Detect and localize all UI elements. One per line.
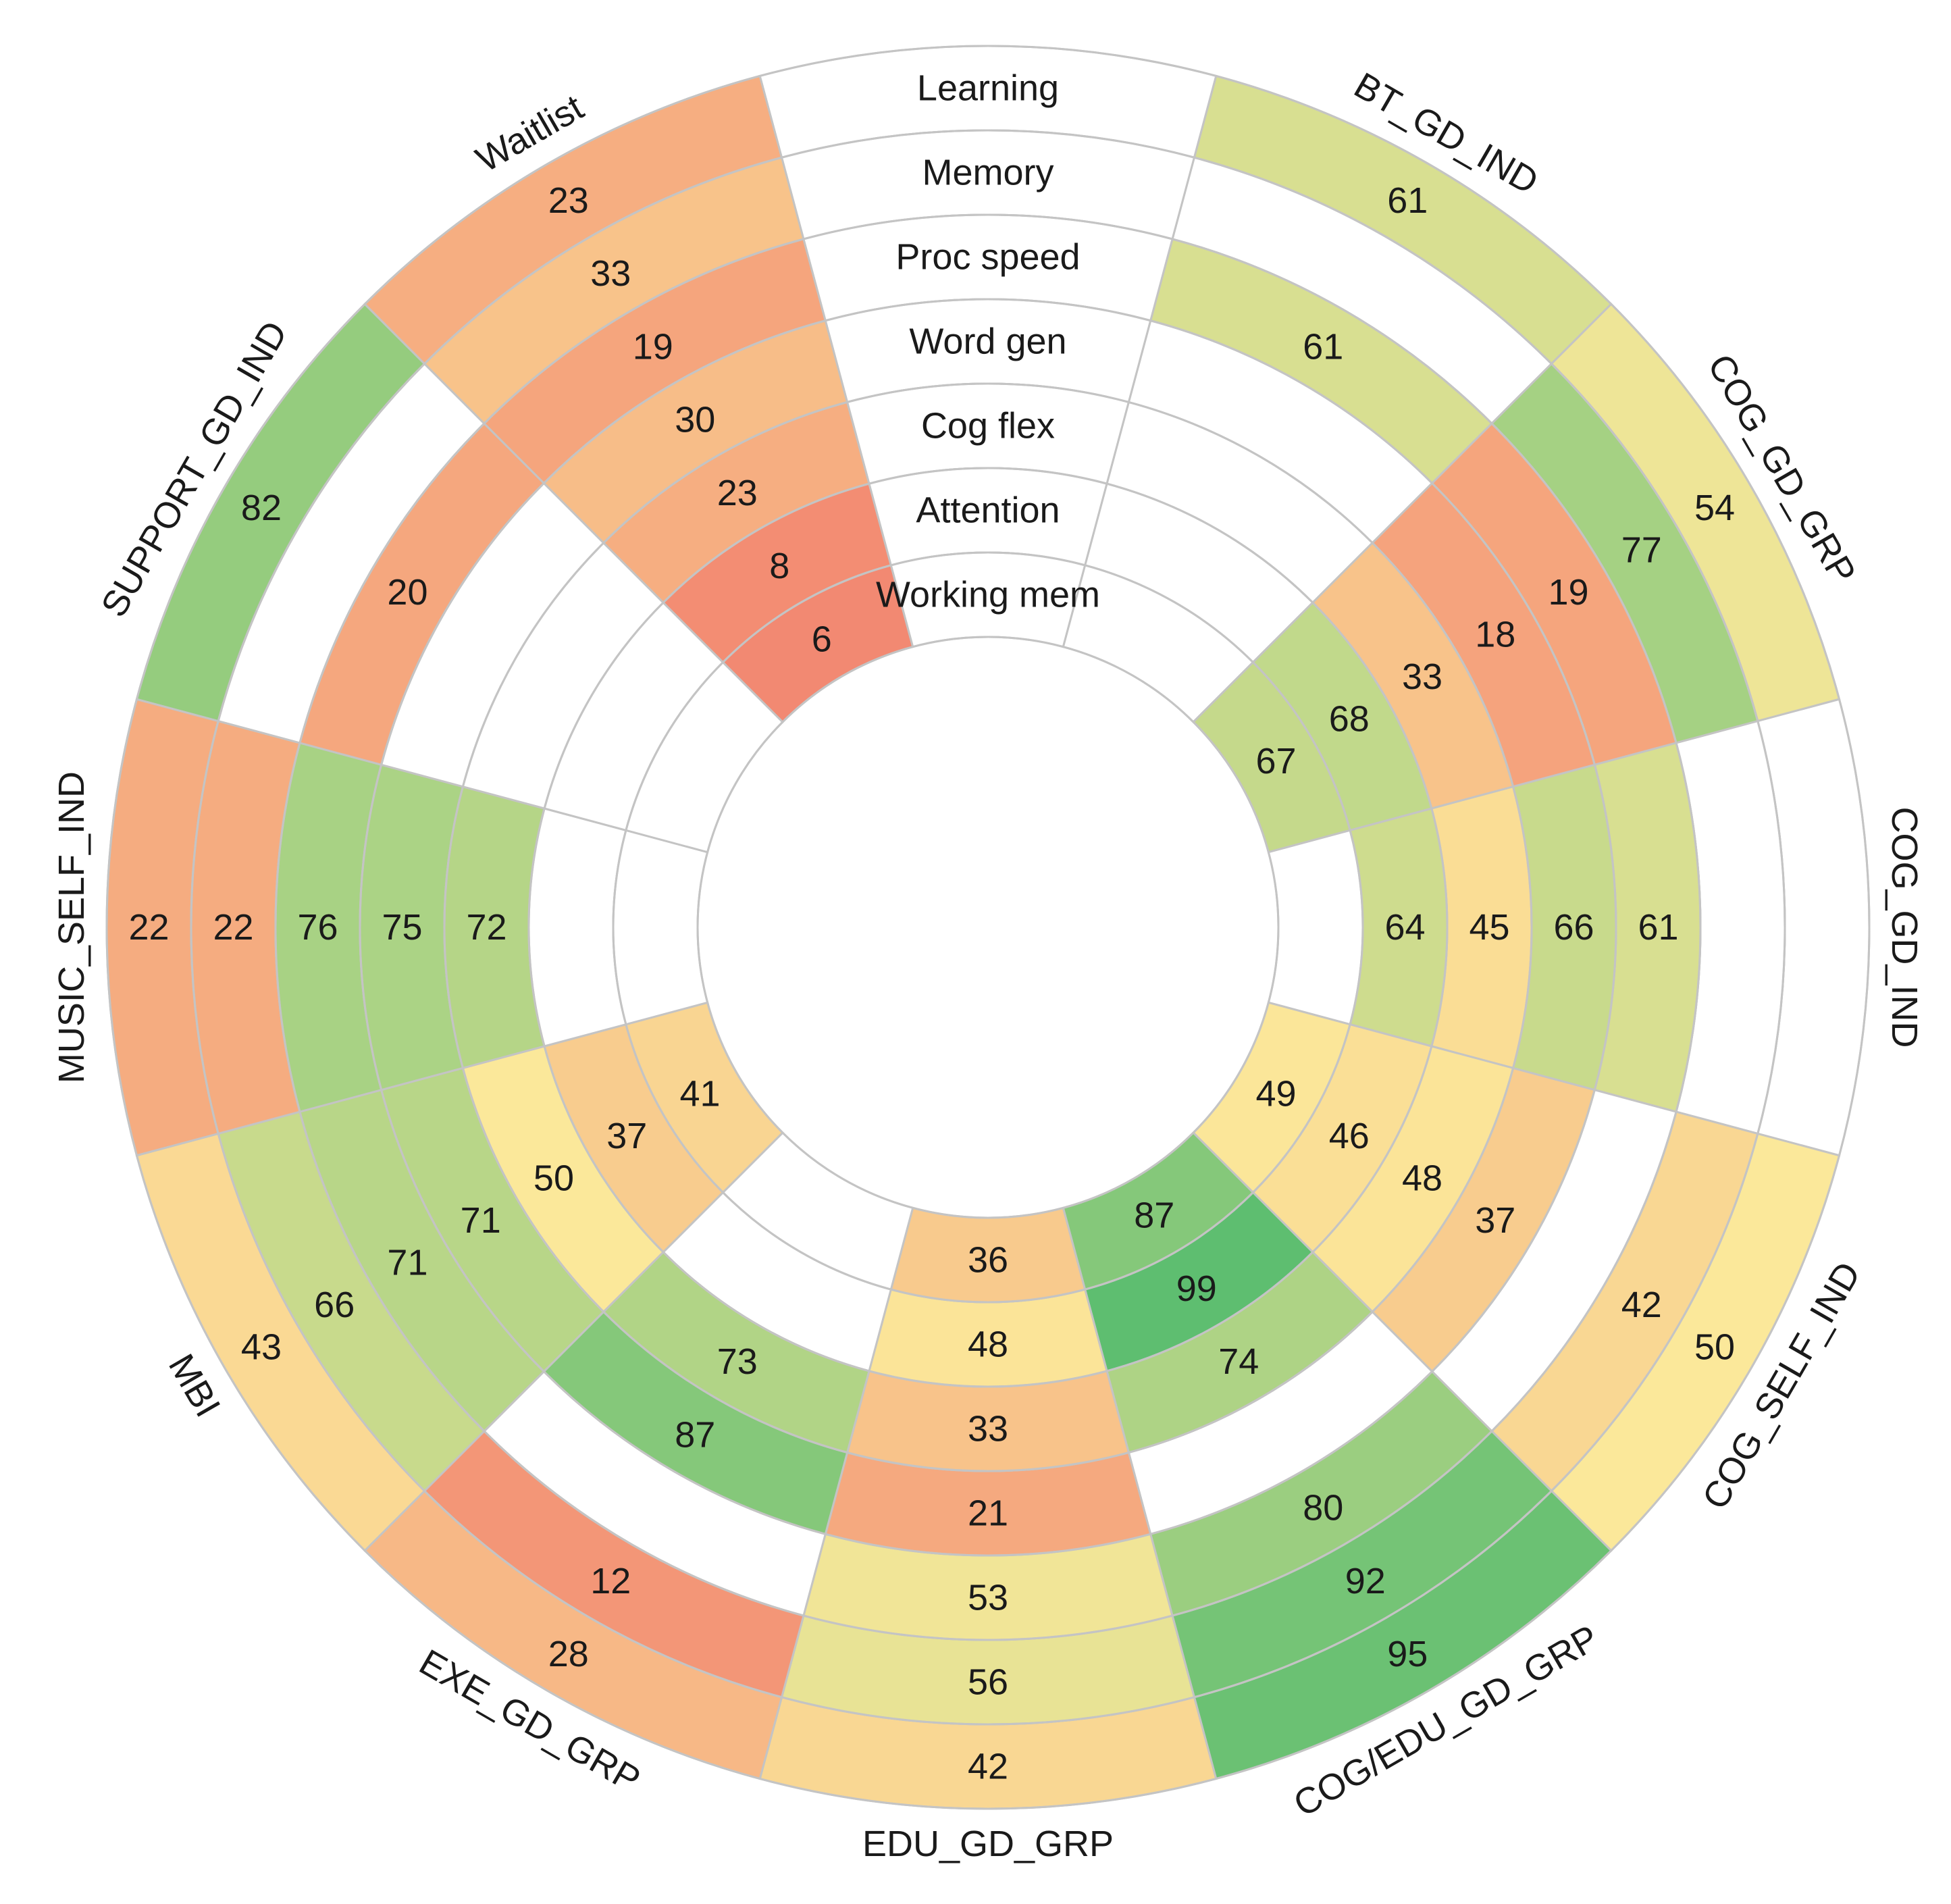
value-label-music-self-ind-proc-speed: 76 xyxy=(297,907,338,948)
cognitive-domain-labels: Learning Memory Proc speed Word gen Cog flex… xyxy=(876,68,1100,615)
grid-rings xyxy=(105,45,1871,1810)
value-label-cog-edu-gd-grp-working-mem: 87 xyxy=(1134,1195,1174,1236)
value-label-edu-gd-grp-attention: 48 xyxy=(968,1324,1008,1365)
value-label-support-gd-ind-learning: 82 xyxy=(241,488,282,528)
value-label-waitlist-cog-flex: 23 xyxy=(717,473,758,513)
domain-label-proc-speed: Proc speed xyxy=(895,237,1080,278)
value-label-cog-gd-grp-learning: 54 xyxy=(1694,488,1735,528)
cell-music-self-ind-working-mem xyxy=(612,829,709,1026)
value-label-cog-edu-gd-grp-attention: 99 xyxy=(1176,1268,1217,1309)
value-label-cog-edu-gd-grp-learning: 95 xyxy=(1387,1634,1428,1674)
domain-label-memory: Memory xyxy=(922,153,1053,193)
grid-ring xyxy=(359,298,1617,1557)
treatment-label-music-self-ind: MUSIC_SELF_IND xyxy=(51,771,92,1083)
value-label-cog-gd-grp-working-mem: 67 xyxy=(1255,741,1296,781)
value-label-waitlist-proc-speed: 19 xyxy=(633,326,673,367)
value-label-waitlist-learning: 23 xyxy=(548,180,589,221)
value-label-cog-gd-grp-word-gen: 18 xyxy=(1475,614,1515,654)
value-label-cog-gd-ind-cog-flex: 45 xyxy=(1469,907,1509,948)
treatment-label-cog-gd-ind: COG_GD_IND xyxy=(1884,806,1925,1048)
value-label-waitlist-memory: 33 xyxy=(590,253,631,294)
value-label-mbi-learning: 43 xyxy=(241,1327,282,1367)
value-label-music-self-ind-word-gen: 75 xyxy=(382,907,422,948)
value-label-cog-gd-ind-attention: 64 xyxy=(1384,907,1425,948)
value-label-exe-gd-grp-memory: 12 xyxy=(590,1561,631,1601)
grid-ring xyxy=(190,129,1786,1726)
grid-ring xyxy=(612,551,1364,1304)
domain-label-word-gen: Word gen xyxy=(909,321,1066,362)
cell-music-self-ind-attention xyxy=(527,807,627,1048)
value-label-cog-self-ind-learning: 50 xyxy=(1694,1327,1735,1367)
grid-ring xyxy=(527,467,1449,1388)
domain-label-working-mem: Working mem xyxy=(876,575,1100,615)
value-label-waitlist-word-gen: 30 xyxy=(675,400,715,440)
value-label-music-self-ind-memory: 22 xyxy=(213,907,253,948)
heatmap-cells xyxy=(105,45,1871,1810)
domain-label-learning: Learning xyxy=(917,68,1059,109)
value-label-cog-self-ind-working-mem: 49 xyxy=(1255,1073,1296,1114)
value-label-support-gd-ind-proc-speed: 20 xyxy=(387,572,427,613)
cell-cog-gd-ind-working-mem xyxy=(1267,829,1364,1026)
value-label-cog-gd-grp-memory: 77 xyxy=(1621,530,1662,570)
value-label-edu-gd-grp-learning: 42 xyxy=(968,1747,1008,1787)
value-label-waitlist-attention: 8 xyxy=(769,546,789,586)
grid-ring xyxy=(105,45,1871,1810)
value-label-cog-edu-gd-grp-proc-speed: 80 xyxy=(1303,1488,1343,1528)
value-label-mbi-cog-flex: 50 xyxy=(534,1158,574,1198)
value-label-cog-self-ind-memory: 42 xyxy=(1621,1285,1662,1325)
grid-ring xyxy=(274,213,1702,1641)
value-label-mbi-word-gen: 71 xyxy=(461,1200,501,1241)
value-label-edu-gd-grp-memory: 56 xyxy=(968,1662,1008,1703)
value-label-music-self-ind-learning: 22 xyxy=(128,907,169,948)
value-label-cog-gd-ind-proc-speed: 61 xyxy=(1638,907,1678,948)
value-label-bt-gd-ind-proc-speed: 61 xyxy=(1303,326,1343,367)
value-label-cog-gd-grp-attention: 68 xyxy=(1329,698,1370,739)
value-label-mbi-proc-speed: 71 xyxy=(387,1242,427,1283)
value-label-cog-gd-ind-word-gen: 66 xyxy=(1553,907,1594,948)
value-label-edu-gd-grp-word-gen: 21 xyxy=(968,1493,1008,1534)
value-label-cog-gd-grp-proc-speed: 19 xyxy=(1548,572,1588,613)
grid-ring xyxy=(696,636,1280,1219)
domain-label-cog-flex: Cog flex xyxy=(921,406,1055,446)
cell-value-labels: 61 61 54 77 19 18 33 68 67 61 66 45 64 50 42 37 48 46 49 95… xyxy=(128,180,1735,1787)
value-label-edu-gd-grp-proc-speed: 53 xyxy=(968,1578,1008,1618)
value-label-mbi-working-mem: 41 xyxy=(679,1073,720,1114)
value-label-edu-gd-grp-cog-flex: 33 xyxy=(968,1409,1008,1449)
domain-label-attention: Attention xyxy=(916,490,1060,531)
value-label-cog-self-ind-word-gen: 37 xyxy=(1475,1200,1515,1241)
value-label-music-self-ind-cog-flex: 72 xyxy=(466,907,506,948)
value-label-mbi-attention: 37 xyxy=(606,1116,647,1156)
treatment-label-edu-gd-grp: EDU_GD_GRP xyxy=(862,1824,1114,1864)
value-label-mbi-memory: 66 xyxy=(314,1285,355,1325)
value-label-bt-gd-ind-learning: 61 xyxy=(1387,180,1428,221)
value-label-exe-gd-grp-word-gen: 87 xyxy=(675,1414,715,1455)
value-label-exe-gd-grp-learning: 28 xyxy=(548,1634,589,1674)
value-label-exe-gd-grp-cog-flex: 73 xyxy=(717,1341,758,1382)
treatment-label-mbi: MBI xyxy=(161,1347,228,1424)
grid-ring xyxy=(443,382,1533,1472)
value-label-cog-self-ind-cog-flex: 48 xyxy=(1402,1158,1442,1198)
value-label-cog-self-ind-attention: 46 xyxy=(1329,1116,1370,1156)
value-label-cog-edu-gd-grp-memory: 92 xyxy=(1345,1561,1386,1601)
value-label-cog-edu-gd-grp-cog-flex: 74 xyxy=(1218,1341,1259,1382)
value-label-cog-gd-grp-cog-flex: 33 xyxy=(1402,657,1442,697)
value-label-edu-gd-grp-working-mem: 36 xyxy=(968,1240,1008,1281)
value-label-waitlist-working-mem: 6 xyxy=(812,619,832,659)
